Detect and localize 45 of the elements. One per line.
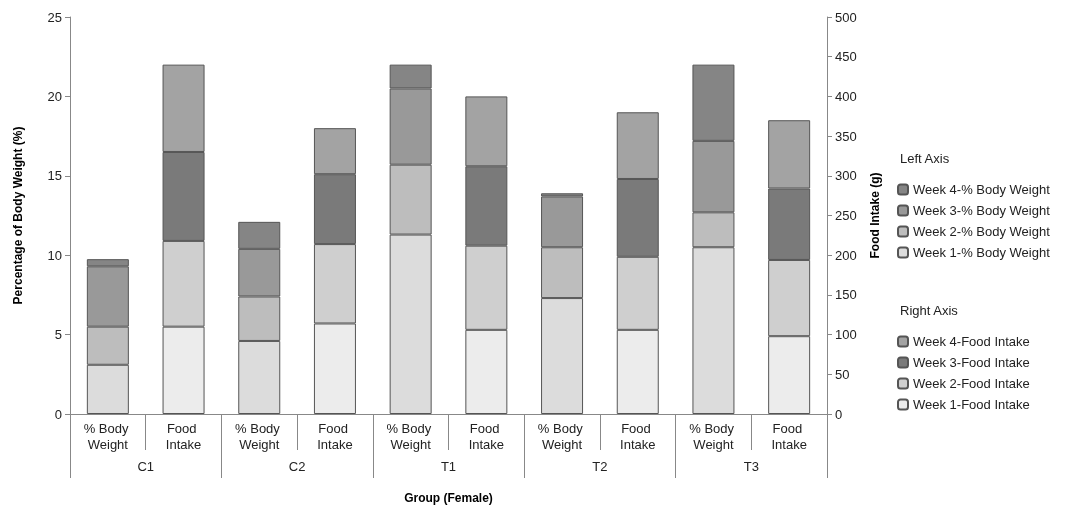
text: Left Axis (900, 151, 950, 166)
x-tick-label: Food Intake (468, 420, 505, 452)
y-tick-label: 0 (54, 406, 62, 422)
x-tick-label: % Body Weight (83, 420, 133, 452)
y-axis-title: Percentage of Body Weight (%) (11, 126, 25, 305)
y2-tick-label: 350 (835, 128, 857, 144)
legend-label: Week 4-% Body Weight (913, 182, 1051, 197)
y2-tick-label: 400 (835, 88, 857, 104)
legend-label: Week 2-Food Intake (913, 376, 1030, 391)
text: T1 (440, 459, 457, 474)
x-tick-label: % Body Weight (235, 420, 284, 452)
x-tick-label: Food Intake (771, 420, 807, 452)
y2-tick-label: 100 (835, 327, 857, 343)
x-tick-label: % Body Weight (386, 420, 435, 452)
legend-label: Week 1-Food Intake (913, 397, 1030, 412)
y2-tick-label: 500 (835, 9, 857, 25)
legend-label: Week 3-% Body Weight (913, 203, 1051, 218)
legend-label: Week 3-Food Intake (913, 355, 1030, 370)
text: C2 (288, 459, 306, 474)
y-tick-label: 15 (47, 168, 62, 184)
text: C1 (137, 459, 155, 474)
y2-tick-label: 250 (835, 208, 857, 223)
y2-tick-label: 450 (835, 49, 857, 65)
y2-tick-label: 300 (835, 168, 857, 184)
y2-tick-label: 50 (835, 366, 850, 382)
y-tick-label: 10 (47, 247, 62, 263)
y2-axis-title: Food Intake (g) (868, 172, 882, 259)
y2-tick-label: 0 (835, 406, 843, 422)
y-tick-label: 20 (47, 88, 62, 104)
y2-tick-label: 200 (835, 247, 857, 263)
x-tick-label: % Body Weight (537, 420, 587, 452)
x-tick-label: % Body Weight (689, 420, 738, 452)
legend-label: Week 1-% Body Weight (913, 245, 1051, 260)
text: Right Axis (900, 303, 959, 318)
text: T3 (743, 459, 759, 474)
y-tick-label: 5 (54, 327, 62, 343)
x-tick-label: Food Intake (317, 420, 353, 452)
legend-label: Week 2-% Body Weight (913, 224, 1051, 239)
x-tick-label: Food Intake (620, 420, 656, 452)
x-axis-title: Group (Female) (404, 491, 493, 505)
y-tick-label: 25 (47, 9, 62, 25)
legend-label: Week 4-Food Intake (913, 334, 1030, 349)
x-tick-label: Food Intake (165, 420, 202, 452)
y2-tick-label: 150 (835, 287, 857, 303)
text: T2 (592, 459, 608, 474)
